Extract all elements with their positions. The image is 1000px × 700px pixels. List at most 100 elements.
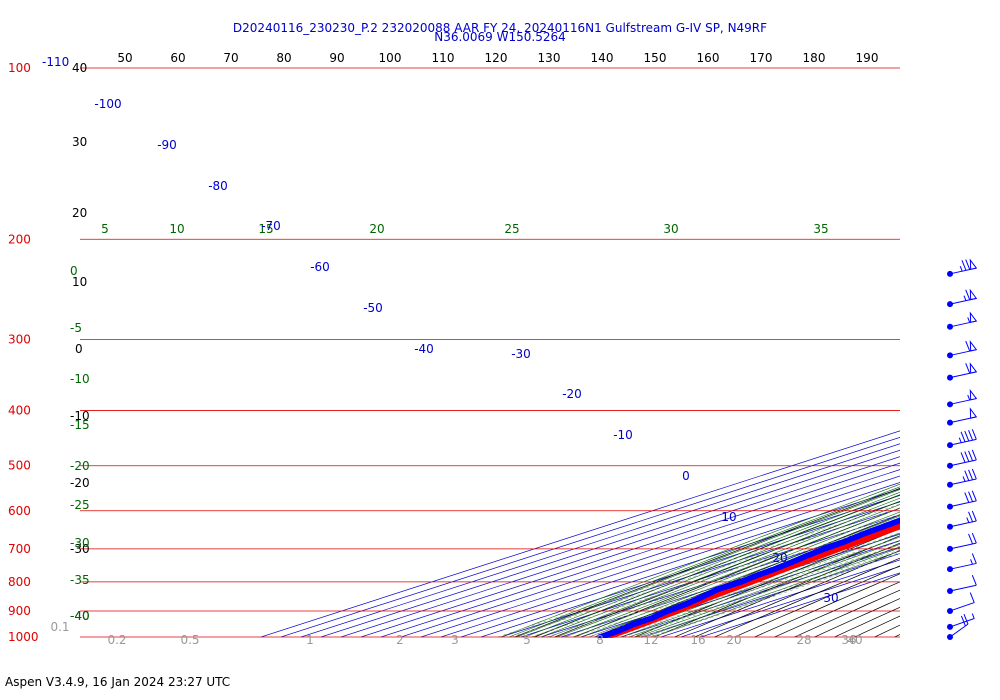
isotherm-label: 10 xyxy=(721,510,736,524)
mixing-ratio-line xyxy=(497,503,900,638)
top-axis-label: 100 xyxy=(379,51,402,65)
wind-barb xyxy=(947,340,978,359)
left-green-label: -25 xyxy=(70,498,90,512)
top-axis-label: 80 xyxy=(276,51,291,65)
mixing-ratio-label: 3 xyxy=(451,633,459,647)
wind-barb-half xyxy=(959,265,963,272)
isotherm-line xyxy=(400,475,900,638)
isotherm-label: 0 xyxy=(682,469,690,483)
isotherm-line xyxy=(260,430,900,638)
pressure-tick-label: 500 xyxy=(8,459,31,473)
wind-barb-half xyxy=(962,476,966,482)
isotherm-label: -60 xyxy=(310,260,330,274)
wind-barb-full xyxy=(971,532,977,544)
wind-barb-full xyxy=(960,431,966,443)
dewpoint-point xyxy=(978,485,984,491)
wind-barb xyxy=(947,388,978,408)
mixing-ratio-label: 16 xyxy=(690,633,705,647)
dewpoint-point xyxy=(959,494,965,500)
moist-adiabat-line xyxy=(572,511,900,638)
temperature-point xyxy=(978,492,984,498)
mixing-ratio-line xyxy=(601,536,900,638)
left-black-label: -30 xyxy=(70,542,90,556)
left-black-label: 40 xyxy=(72,61,87,75)
isotherm-line xyxy=(500,507,900,638)
mixing-ratio-label: 1 xyxy=(306,633,314,647)
dewpoint-point xyxy=(925,507,931,513)
top-axis-label: 160 xyxy=(697,51,720,65)
dewpoint-point xyxy=(931,505,937,511)
top-axis-label: 70 xyxy=(223,51,238,65)
dry-adiabat-line xyxy=(514,487,900,638)
dewpoint-point xyxy=(905,514,911,520)
isotherm-label: -70 xyxy=(261,219,281,233)
left-green-label: -30 xyxy=(70,536,90,550)
isotherm-label: -20 xyxy=(562,387,582,401)
dewpoint-point xyxy=(914,511,920,517)
dewpoint-point xyxy=(995,452,1000,458)
moist-adiabat-line xyxy=(516,489,900,638)
pressure-tick-label: 900 xyxy=(8,604,31,618)
wind-barb xyxy=(947,449,977,469)
dewpoint-point xyxy=(935,503,941,509)
temperature-point xyxy=(903,521,909,527)
dewpoint-point xyxy=(984,482,990,488)
dry-adiabat-line xyxy=(694,550,900,638)
wind-barb-full xyxy=(971,510,977,522)
mixing-ratio-label: 5 xyxy=(523,633,531,647)
wind-barb-full xyxy=(969,592,975,603)
wind-barb xyxy=(947,362,978,381)
dewpoint-point xyxy=(940,502,946,508)
dewpoint-point xyxy=(993,463,999,469)
wind-barb-full xyxy=(965,363,971,374)
wind-barb-half xyxy=(958,437,962,443)
dewpoint-point xyxy=(927,506,933,512)
wind-barb-half xyxy=(970,559,974,565)
dry-adiabat-line xyxy=(995,68,1000,637)
wind-barb-staff xyxy=(949,584,977,592)
wind-barb-half xyxy=(967,394,971,401)
dewpoint-point xyxy=(912,512,918,518)
temperature-point xyxy=(983,490,989,496)
mixing-ratio-label: 0.2 xyxy=(107,633,126,647)
wind-barb-staff xyxy=(949,478,977,486)
pressure-tick-label: 600 xyxy=(8,504,31,518)
pressure-tick-label: 300 xyxy=(8,332,31,346)
dewpoint-point xyxy=(993,474,999,480)
temperature-point xyxy=(985,489,991,495)
wind-barb-flag xyxy=(969,388,978,401)
dewpoint-point xyxy=(995,472,1000,478)
temperature-point xyxy=(938,508,944,514)
moist-adiabat-line xyxy=(524,491,900,638)
dewpoint-point xyxy=(901,516,907,522)
temperature-point xyxy=(994,485,1000,491)
wind-barb-full xyxy=(964,430,970,442)
pressure-secondary-label: -110 xyxy=(42,55,69,69)
dewpoint-point xyxy=(974,487,980,493)
moist-adiabat-line xyxy=(580,515,900,638)
wind-barb-flag xyxy=(969,288,978,301)
dewpoint-point xyxy=(995,470,1000,476)
dewpoint-point xyxy=(994,465,1000,471)
wind-barb-full xyxy=(971,449,977,461)
mixing-ratio-label: 2 xyxy=(396,633,404,647)
dewpoint-point xyxy=(918,509,924,515)
isotherm-label: -30 xyxy=(511,347,531,361)
mixing-ratio-label: 40 xyxy=(847,633,862,647)
dewpoint-point xyxy=(991,476,997,482)
theta-e-label: 20 xyxy=(369,222,384,236)
temperature-point xyxy=(936,509,942,515)
dewpoint-point xyxy=(986,480,992,486)
left-black-label: -40 xyxy=(70,609,90,623)
theta-e-label: 5 xyxy=(101,222,109,236)
wind-barb xyxy=(947,288,978,308)
dewpoint-point xyxy=(942,501,948,507)
wind-barb-full xyxy=(965,259,971,270)
left-green-label: -40 xyxy=(70,609,90,623)
dry-adiabat-line xyxy=(935,68,1000,637)
top-axis-label: 90 xyxy=(329,51,344,65)
isotherm-line xyxy=(600,540,900,638)
wind-barb xyxy=(947,613,969,640)
isotherm-line xyxy=(340,456,900,638)
top-axis-label: 50 xyxy=(117,51,132,65)
